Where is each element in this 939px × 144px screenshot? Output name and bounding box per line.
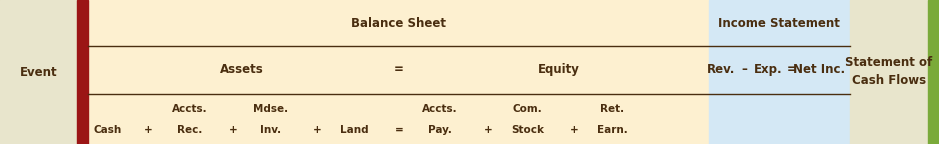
Text: Earn.: Earn. bbox=[597, 125, 627, 135]
Text: Balance Sheet: Balance Sheet bbox=[351, 17, 446, 30]
Bar bbox=[88, 0, 709, 144]
Text: Com.: Com. bbox=[513, 104, 543, 114]
Text: +: + bbox=[144, 125, 153, 135]
Text: +: + bbox=[313, 125, 322, 135]
Text: Ret.: Ret. bbox=[600, 104, 624, 114]
Text: +: + bbox=[228, 125, 238, 135]
Text: Rev.: Rev. bbox=[707, 63, 735, 76]
Text: +: + bbox=[484, 125, 493, 135]
Text: Inv.: Inv. bbox=[260, 125, 281, 135]
Text: Statement of
Cash Flows: Statement of Cash Flows bbox=[845, 56, 932, 88]
Bar bbox=[0, 0, 77, 144]
Text: Accts.: Accts. bbox=[172, 104, 208, 114]
Text: –: – bbox=[742, 63, 747, 76]
Text: Accts.: Accts. bbox=[422, 104, 457, 114]
Text: =: = bbox=[394, 63, 404, 76]
Text: Net Inc.: Net Inc. bbox=[793, 63, 845, 76]
Text: Land: Land bbox=[340, 125, 368, 135]
Bar bbox=[928, 0, 939, 144]
Text: =: = bbox=[394, 125, 404, 135]
Text: Equity: Equity bbox=[538, 63, 579, 76]
Text: Cash: Cash bbox=[94, 125, 122, 135]
Text: Event: Event bbox=[20, 66, 57, 78]
Text: Rec.: Rec. bbox=[177, 125, 203, 135]
Text: Assets: Assets bbox=[220, 63, 263, 76]
Text: Income Statement: Income Statement bbox=[718, 17, 840, 30]
Text: =: = bbox=[787, 63, 796, 76]
Bar bbox=[709, 0, 850, 144]
Text: Stock: Stock bbox=[511, 125, 545, 135]
Text: +: + bbox=[570, 125, 579, 135]
Text: Pay.: Pay. bbox=[427, 125, 452, 135]
Text: Exp.: Exp. bbox=[754, 63, 782, 76]
Text: Mdse.: Mdse. bbox=[253, 104, 288, 114]
Bar bbox=[77, 0, 88, 144]
Bar bbox=[850, 0, 928, 144]
